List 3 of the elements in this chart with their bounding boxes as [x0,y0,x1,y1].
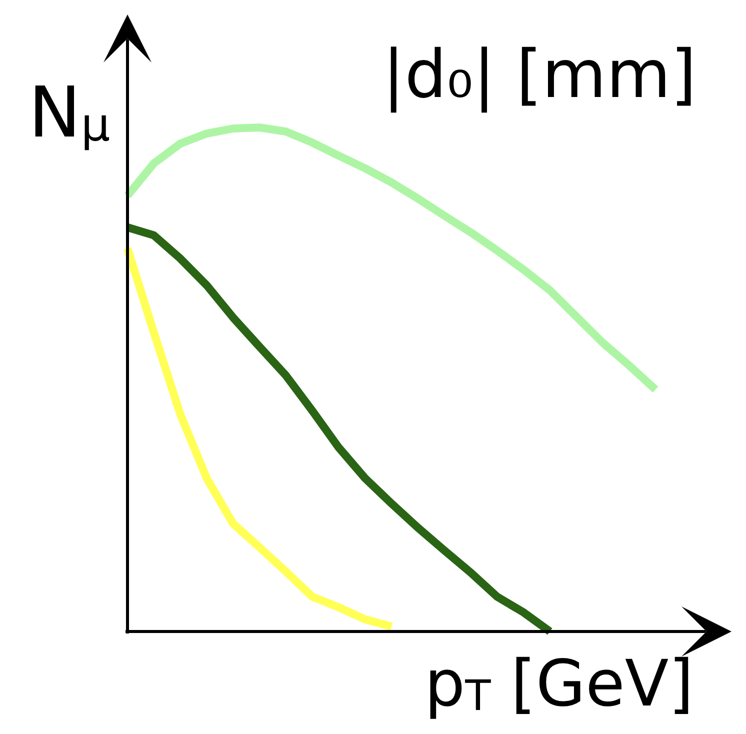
text: |d₀| [mm] [382,36,696,113]
x-axis-title: pT [GeV] [424,648,694,722]
y-axis-title: Nμ [28,72,110,154]
